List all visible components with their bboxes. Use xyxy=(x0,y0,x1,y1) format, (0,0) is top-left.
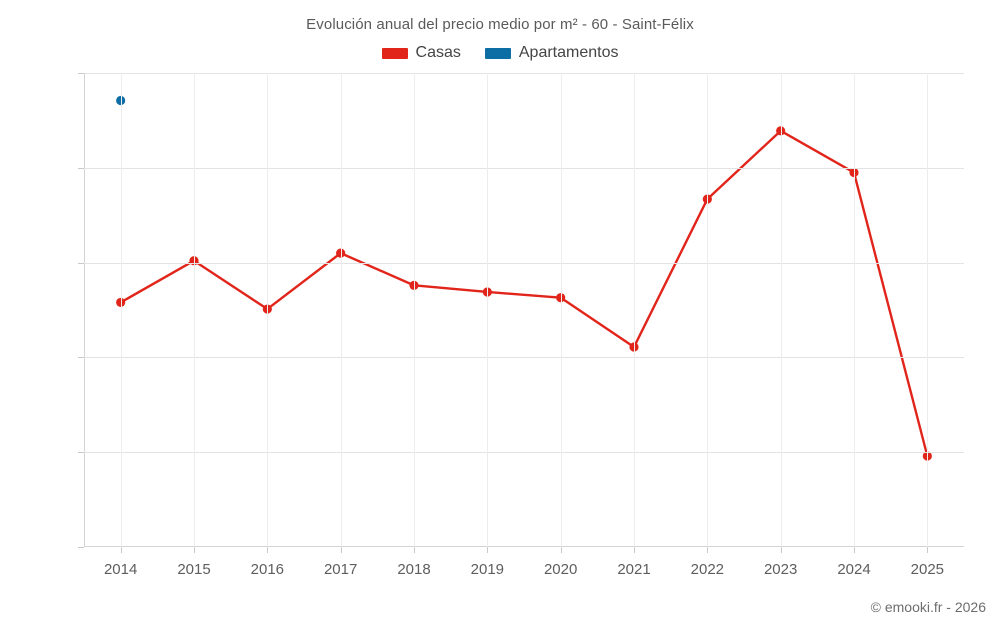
x-tick-label: 2021 xyxy=(617,561,651,578)
gridline-horizontal xyxy=(84,452,964,454)
x-tick-label: 2023 xyxy=(763,561,798,578)
x-tick-mark xyxy=(560,547,562,553)
gridline-vertical xyxy=(487,73,489,547)
gridline-vertical xyxy=(634,73,635,547)
x-tick-label: 2020 xyxy=(543,561,578,578)
series-line-casas xyxy=(119,129,929,458)
y-tick-mark xyxy=(78,357,84,359)
x-tick-label: 2024 xyxy=(837,561,871,578)
gridline-horizontal xyxy=(84,73,964,74)
y-tick-mark xyxy=(78,452,84,454)
y-axis-line xyxy=(84,73,85,547)
legend-label-apartamentos: Apartamentos xyxy=(518,44,619,61)
chart-legend: Casas Apartamentos xyxy=(0,44,1000,62)
x-axis-line xyxy=(84,546,964,547)
gridline-vertical xyxy=(340,73,342,547)
gridline-vertical xyxy=(854,73,855,547)
x-tick-label: 2014 xyxy=(103,561,138,578)
x-tick-label: 2015 xyxy=(177,561,211,578)
x-tick-label: 2017 xyxy=(323,561,358,578)
x-tick-mark xyxy=(267,547,269,553)
x-tick-mark xyxy=(854,547,855,553)
gridline-vertical xyxy=(707,73,709,547)
x-tick-mark xyxy=(340,547,342,553)
legend-item-casas[interactable]: Casas xyxy=(381,44,461,62)
y-tick-mark xyxy=(78,262,84,264)
chart-title: Evolución anual del precio medio por m² … xyxy=(306,16,694,33)
x-tick-mark xyxy=(194,547,195,553)
x-tick-mark xyxy=(120,547,122,553)
gridline-horizontal xyxy=(84,167,964,169)
series-layer xyxy=(116,95,932,461)
legend-item-apartamentos[interactable]: Apartamentos xyxy=(484,44,619,62)
x-tick-label: 2025 xyxy=(910,561,945,578)
x-tick-mark xyxy=(414,547,415,553)
gridline-horizontal xyxy=(84,357,964,359)
gridline-vertical xyxy=(414,73,415,547)
x-tick-mark xyxy=(634,547,635,553)
x-tick-label: 2016 xyxy=(250,561,285,578)
gridline-vertical xyxy=(780,73,782,547)
x-tick-label: 2022 xyxy=(690,561,725,578)
x-tick-mark xyxy=(707,547,709,553)
y-tick-mark xyxy=(78,167,84,169)
x-tick-label: 2018 xyxy=(397,561,431,578)
x-tick-mark xyxy=(927,547,929,553)
legend-label-casas: Casas xyxy=(415,44,461,61)
x-tick-label: 2019 xyxy=(470,561,505,578)
x-tick-mark xyxy=(780,547,782,553)
x-tick-mark xyxy=(487,547,489,553)
legend-swatch-casas xyxy=(381,47,408,59)
gridline-vertical xyxy=(120,73,122,547)
y-tick-mark xyxy=(78,73,84,74)
plot-area xyxy=(78,73,964,553)
y-tick-mark xyxy=(78,547,84,548)
gridline-horizontal xyxy=(84,262,964,264)
legend-swatch-apartamentos xyxy=(484,47,511,59)
gridline-vertical xyxy=(267,73,269,547)
gridline-vertical xyxy=(560,73,562,547)
gridline-vertical xyxy=(194,73,195,547)
footer-credit: © emooki.fr - 2026 xyxy=(870,599,986,615)
gridline-vertical xyxy=(927,73,929,547)
